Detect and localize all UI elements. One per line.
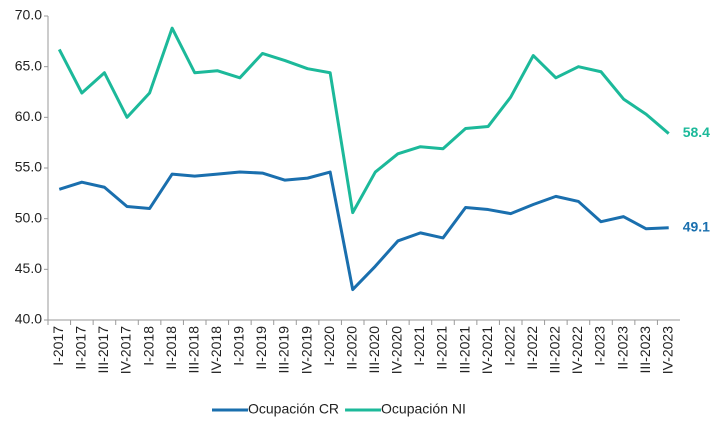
x-tick-label: I-2017 — [50, 326, 66, 366]
series-line — [58, 170, 669, 292]
end-label: 49.1 — [683, 218, 710, 234]
legend-label: Ocupación NI — [381, 401, 466, 417]
x-tick-label: II-2018 — [163, 326, 179, 370]
x-tick-label: III-2018 — [185, 326, 201, 374]
x-tick-label: II-2017 — [73, 326, 89, 370]
y-tick-label: 50.0 — [15, 209, 42, 225]
series-line — [57, 26, 670, 215]
x-tick-label: III-2020 — [366, 326, 382, 374]
x-tick-label: IV-2018 — [208, 326, 224, 374]
legend-label: Ocupación CR — [248, 401, 339, 417]
x-tick-label: IV-2022 — [569, 326, 585, 374]
x-tick-label: III-2017 — [95, 326, 111, 374]
x-tick-label: I-2023 — [592, 326, 608, 366]
x-tick-label: I-2022 — [501, 326, 517, 366]
x-tick-label: IV-2020 — [389, 326, 405, 374]
x-tick-label: III-2023 — [637, 326, 653, 374]
x-tick-label: I-2020 — [321, 326, 337, 366]
x-tick-label: I-2021 — [411, 326, 427, 366]
end-label: 58.4 — [683, 124, 710, 140]
x-tick-label: II-2019 — [253, 326, 269, 370]
x-tick-label: IV-2019 — [298, 326, 314, 374]
y-tick-label: 65.0 — [15, 57, 42, 73]
x-tick-label: III-2022 — [547, 326, 563, 374]
y-tick-label: 45.0 — [15, 260, 42, 276]
y-tick-label: 60.0 — [15, 108, 42, 124]
y-tick-label: 40.0 — [15, 311, 42, 327]
x-tick-label: IV-2017 — [118, 326, 134, 374]
x-tick-label: II-2023 — [614, 326, 630, 370]
x-tick-label: III-2021 — [456, 326, 472, 374]
x-tick-label: III-2019 — [276, 326, 292, 374]
y-tick-label: 70.0 — [15, 7, 42, 23]
x-tick-label: I-2018 — [140, 326, 156, 366]
x-tick-label: II-2021 — [434, 326, 450, 370]
y-tick-label: 55.0 — [15, 159, 42, 175]
x-tick-label: IV-2023 — [659, 326, 675, 374]
x-tick-label: II-2020 — [343, 326, 359, 370]
x-tick-label: II-2022 — [524, 326, 540, 370]
x-tick-label: I-2019 — [231, 326, 247, 366]
x-tick-label: IV-2021 — [479, 326, 495, 374]
